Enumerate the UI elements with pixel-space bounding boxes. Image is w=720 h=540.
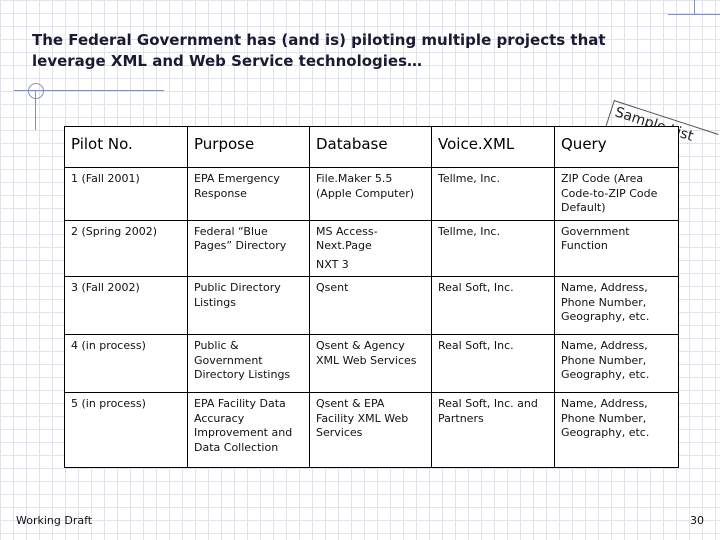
header-pilot-no: Pilot No. <box>64 126 188 168</box>
table-row: 4 (in process) Public & Government Direc… <box>64 334 679 393</box>
cell-purpose: Public & Government Directory Listings <box>187 334 310 393</box>
table-row: 3 (Fall 2002) Public Directory Listings … <box>64 276 679 335</box>
header-voice-xml: Voice.XML <box>431 126 555 168</box>
header-purpose: Purpose <box>187 126 310 168</box>
table-row: 2 (Spring 2002) Federal “Blue Pages” Dir… <box>64 219 679 277</box>
header-database: Database <box>309 126 432 168</box>
cell-database: Qsent & EPA Facility XML Web Services <box>309 392 432 468</box>
cell-query: Name, Address, Phone Number, Geography, … <box>554 276 679 335</box>
cell-database-extra: NXT 3 <box>316 257 349 271</box>
cell-database: Qsent <box>309 276 432 335</box>
cell-purpose: EPA Emergency Response <box>187 167 310 221</box>
cell-pilot-no: 4 (in process) <box>64 334 188 393</box>
cell-query: Name, Address, Phone Number, Geography, … <box>554 392 679 468</box>
decorative-vertical-rule <box>35 90 36 130</box>
cell-pilot-no: 2 (Spring 2002) <box>64 219 188 277</box>
cell-voice-xml: Real Soft, Inc. and Partners <box>431 392 555 468</box>
cell-purpose: Public Directory Listings <box>187 276 310 335</box>
cell-purpose: Federal “Blue Pages” Directory <box>187 219 310 277</box>
cell-query: Name, Address, Phone Number, Geography, … <box>554 334 679 393</box>
table-row: 5 (in process) EPA Facility Data Accurac… <box>64 392 679 468</box>
page-number: 30 <box>690 514 704 527</box>
cell-pilot-no: 5 (in process) <box>64 392 188 468</box>
cell-database: File.Maker 5.5 (Apple Computer) <box>309 167 432 221</box>
cell-voice-xml: Tellme, Inc. <box>431 167 555 221</box>
cell-voice-xml: Real Soft, Inc. <box>431 334 555 393</box>
slide-title: The Federal Government has (and is) pilo… <box>32 31 606 70</box>
cell-database: Qsent & Agency XML Web Services <box>309 334 432 393</box>
header-query: Query <box>554 126 679 168</box>
cell-database-line: MS Access-Next.Page <box>316 224 378 253</box>
cell-purpose: EPA Facility Data Accuracy Improvement a… <box>187 392 310 468</box>
decorative-circle <box>28 83 44 99</box>
cell-query: ZIP Code (Area Code-to-ZIP Code Default) <box>554 167 679 221</box>
cell-database: MS Access-Next.Page NXT 3 <box>309 219 432 277</box>
cell-pilot-no: 3 (Fall 2002) <box>64 276 188 335</box>
table-row: 1 (Fall 2001) EPA Emergency Response Fil… <box>64 167 679 221</box>
cell-query: Government Function <box>554 219 679 277</box>
cell-voice-xml: Tellme, Inc. <box>431 219 555 277</box>
table-header-row: Pilot No. Purpose Database Voice.XML Que… <box>64 126 679 168</box>
pilot-projects-table: Pilot No. Purpose Database Voice.XML Que… <box>64 126 679 468</box>
cell-voice-xml: Real Soft, Inc. <box>431 276 555 335</box>
footer-working-draft: Working Draft <box>16 514 93 527</box>
corner-decoration <box>668 0 720 15</box>
decorative-rule <box>14 90 164 91</box>
corner-decoration-tick <box>694 0 695 14</box>
cell-pilot-no: 1 (Fall 2001) <box>64 167 188 221</box>
